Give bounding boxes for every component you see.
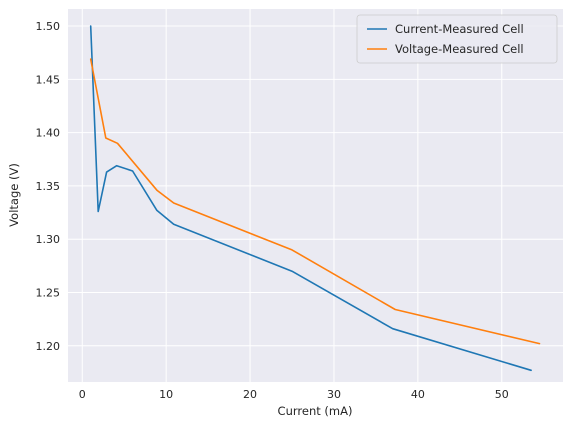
x-tick-label: 40 (411, 388, 425, 401)
x-tick-label: 30 (327, 388, 341, 401)
legend-entry: Voltage-Measured Cell (395, 42, 524, 56)
x-tick-label: 0 (79, 388, 86, 401)
legend: Current-Measured Cell Voltage-Measured Ce… (356, 14, 558, 64)
y-tick-label: 1.25 (36, 286, 61, 299)
y-tick-label: 1.45 (36, 73, 61, 86)
y-tick-label: 1.35 (36, 180, 61, 193)
x-axis-label: Current (mA) (278, 404, 353, 418)
y-axis-label: Voltage (V) (7, 163, 21, 227)
y-tick-label: 1.40 (36, 127, 61, 140)
series-line-2 (89, 58, 541, 345)
y-tick-label: 1.20 (36, 340, 61, 353)
series-lines (89, 25, 541, 372)
plot-background (68, 9, 563, 382)
x-tick-label: 20 (243, 388, 257, 401)
x-tick-label: 50 (495, 388, 509, 401)
y-tick-label: 1.50 (36, 20, 61, 33)
x-tick-label: 10 (159, 388, 173, 401)
y-tick-labels: 1.20 1.25 1.30 1.35 1.40 1.45 1.50 (36, 20, 61, 353)
legend-box (356, 14, 558, 64)
legend-entry: Current-Measured Cell (395, 22, 524, 36)
series-line-1 (89, 25, 532, 372)
x-tick-labels: 0 10 20 30 40 50 (79, 388, 509, 401)
y-tick-label: 1.30 (36, 233, 61, 246)
